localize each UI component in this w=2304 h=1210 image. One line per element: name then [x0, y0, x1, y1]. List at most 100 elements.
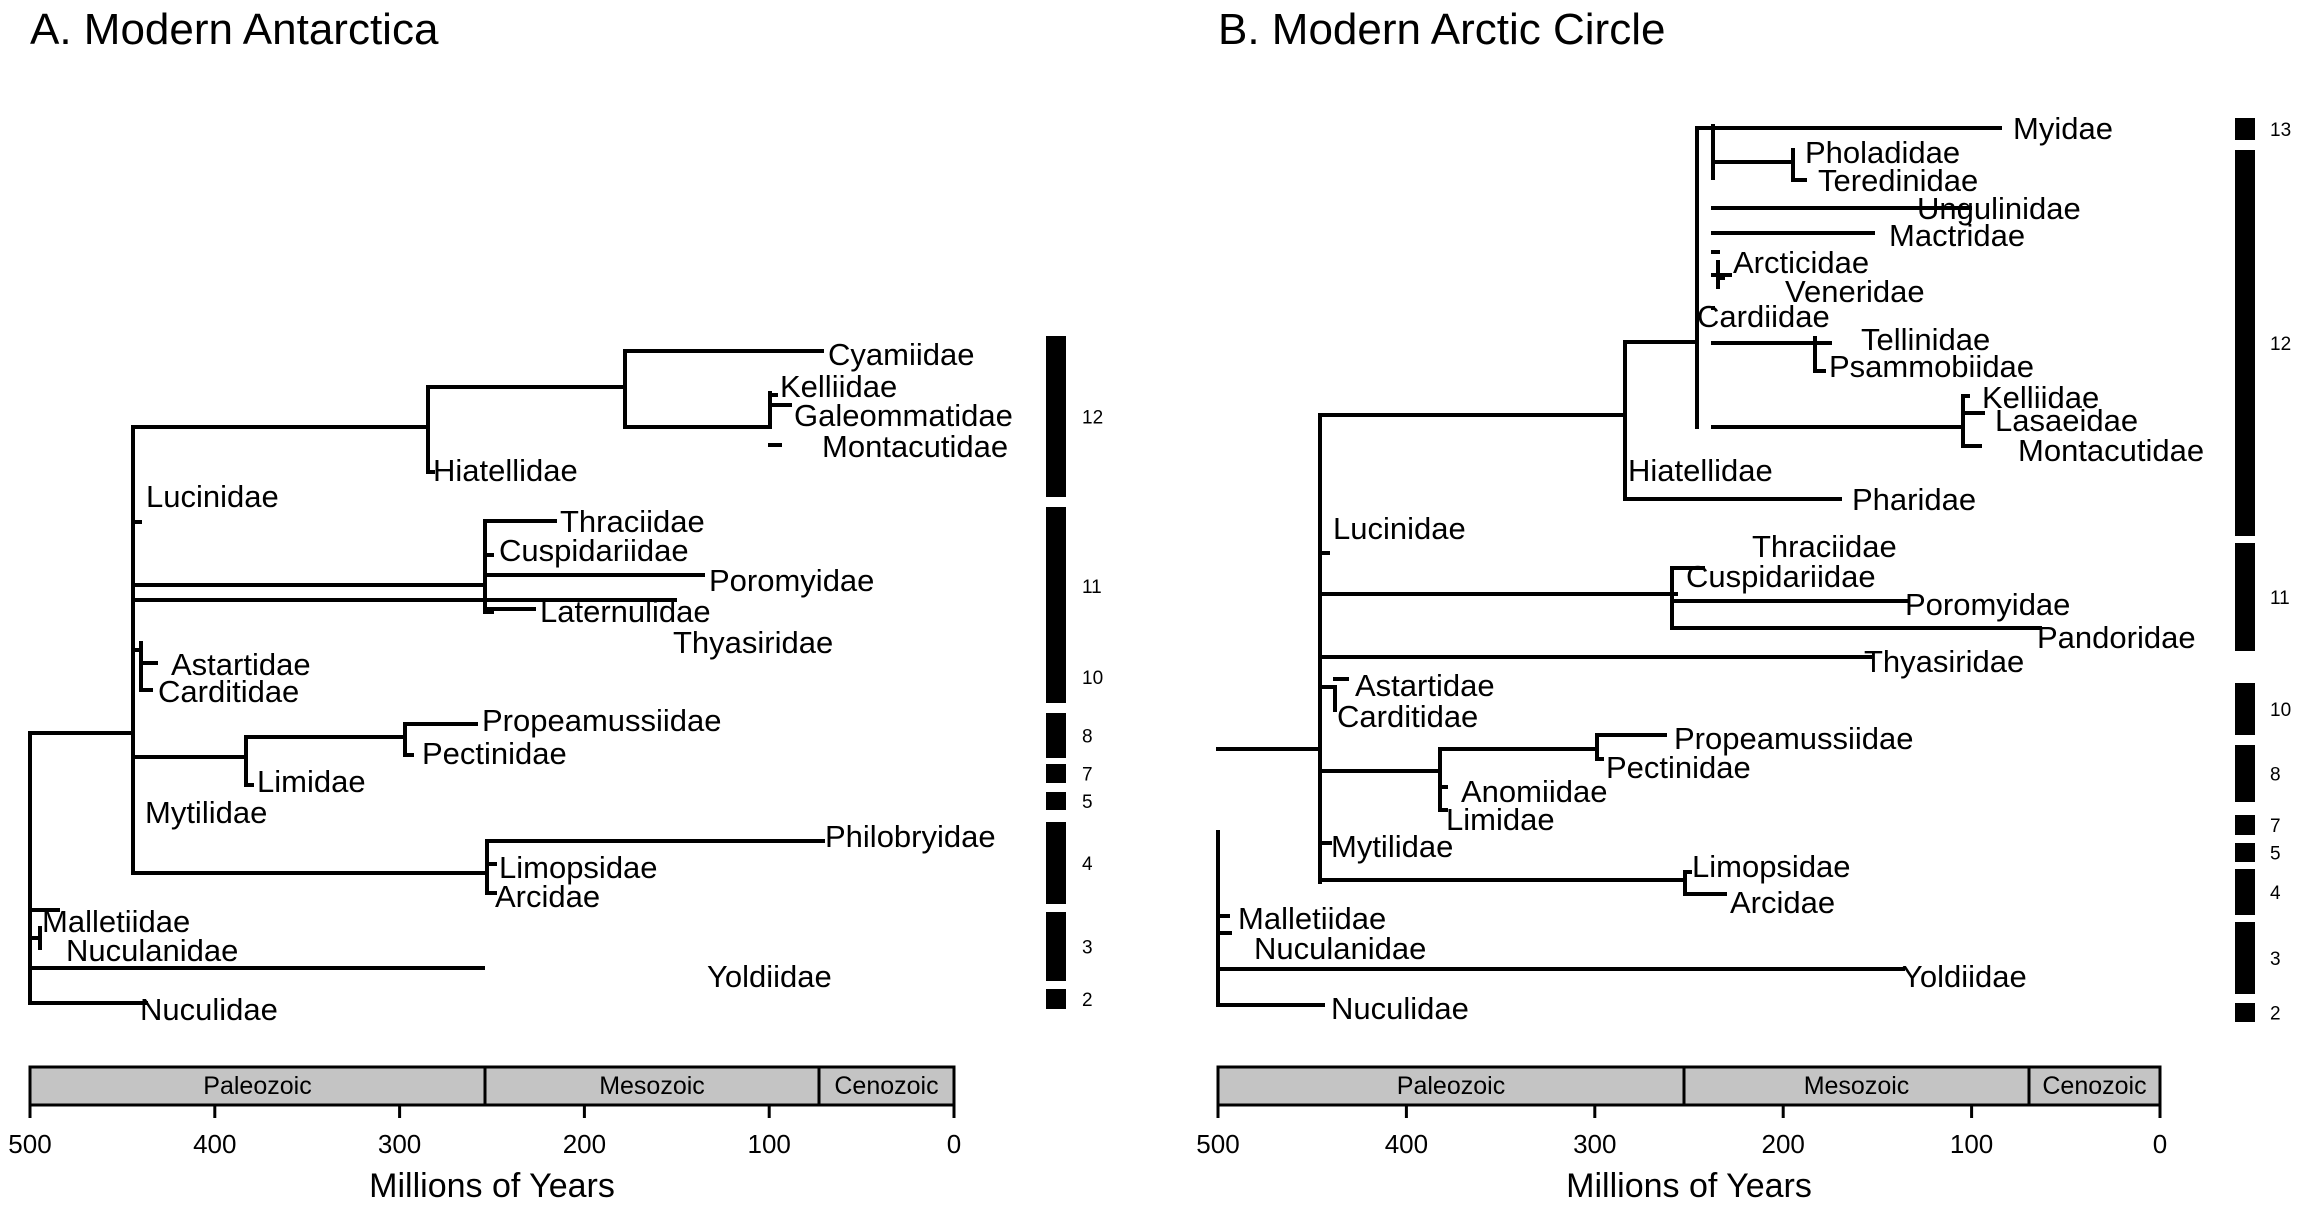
taxon-label-limi: Limidae [257, 764, 366, 799]
taxon-label-myti: Mytilidae [1331, 829, 1453, 864]
time-tick-label: 500 [8, 1129, 51, 1159]
taxon-label-gale: Galeommatidae [794, 398, 1013, 433]
taxon-label-poro: Poromyidae [1905, 587, 2070, 622]
time-tick-label: 0 [947, 1129, 961, 1159]
taxon-label-card: Carditidae [158, 674, 299, 709]
range-bar-11 [1046, 507, 1066, 665]
taxon-label-arci: Arcidae [1730, 885, 1835, 920]
taxon-label-prop: Propeamussiidae [1674, 721, 1914, 756]
range-bar-label: 12 [1082, 408, 1103, 429]
range-bar-4 [1046, 822, 1066, 904]
taxon-label-pand: Pandoridae [2037, 620, 2196, 655]
panel-b-taxon-labels: MyidaePholadidaeTeredinidaeUngulinidaeMa… [1238, 111, 2204, 1026]
taxon-label-mall: Malletiidae [42, 904, 190, 939]
time-tick-label: 400 [193, 1129, 236, 1159]
taxon-label-nucu: Nuculidae [1331, 991, 1469, 1026]
panel-a-taxon-labels: CyamiidaeKelliidaeGaleommatidaeMontacuti… [42, 337, 1013, 1027]
taxon-label-tere: Teredinidae [1818, 163, 1978, 198]
taxon-label-thra: Thraciidae [560, 504, 705, 539]
range-bar-8 [1046, 713, 1066, 758]
time-tick-label: 0 [2153, 1129, 2167, 1159]
taxon-label-nucu: Nuculidae [140, 992, 278, 1027]
panel-a-range-bars: 12 11 10 8 7 5 4 3 2 [1046, 336, 1103, 1011]
taxon-label-phil: Philobryidae [825, 819, 996, 854]
range-bar-label: 3 [1082, 938, 1093, 959]
taxon-label-kell: Kelliidae [1982, 380, 2099, 415]
taxon-label-arci: Arcidae [495, 879, 600, 914]
range-bar-8 [2235, 745, 2255, 802]
era-box-mesozoic [483, 1065, 821, 1107]
taxon-label-lasa: Lasaeidae [1995, 403, 2138, 438]
taxon-label-mont: Montacutidae [2018, 433, 2204, 468]
time-tick-label: 300 [1573, 1129, 1616, 1159]
taxon-label-prop: Propeamussiidae [482, 703, 722, 738]
taxon-label-phar: Pharidae [1852, 482, 1976, 517]
taxon-label-late: Laternulidae [540, 594, 711, 629]
taxon-label-limi: Limidae [1446, 802, 1555, 837]
taxon-label-yold: Yoldiidae [707, 959, 832, 994]
era-label: Paleozoic [1397, 1072, 1505, 1100]
time-tick-label: 400 [1385, 1129, 1428, 1159]
range-bar-label: 2 [1082, 990, 1093, 1011]
era-label: Cenozoic [2042, 1072, 2146, 1100]
range-bar-label: 11 [2270, 588, 2290, 609]
taxon-label-phol: Pholadidae [1805, 135, 1960, 170]
taxon-label-myti: Mytilidae [145, 795, 267, 830]
taxon-label-psam: Psammobiidae [1829, 349, 2034, 384]
time-tick-label: 100 [748, 1129, 791, 1159]
range-bar-label: 4 [1082, 854, 1093, 875]
taxon-label-luci: Lucinidae [146, 479, 279, 514]
range-bar-12 [1046, 336, 1066, 497]
taxon-label-mact: Mactridae [1889, 218, 2025, 253]
range-bar-label: 12 [2270, 334, 2291, 355]
era-label: Mesozoic [599, 1072, 705, 1100]
time-tick-label: 500 [1196, 1129, 1239, 1159]
panel-a: A. Modern Antarctica CyamiidaeKelliidaeG… [8, 5, 1103, 1205]
taxon-label-limo: Limopsidae [499, 850, 658, 885]
panel-b-title: B. Modern Arctic Circle [1218, 5, 1665, 54]
taxon-label-anom: Anomiidae [1461, 774, 1607, 809]
taxon-label-limo: Limopsidae [1692, 849, 1851, 884]
range-bar-7 [2235, 815, 2255, 835]
panel-a-timescale: Paleozoic Mesozoic Cenozoic 500 400 300 200 100… [8, 1065, 961, 1205]
taxon-label-thra: Thraciidae [1752, 529, 1897, 564]
time-tick-label: 200 [563, 1129, 606, 1159]
taxon-label-hiat: Hiatellidae [433, 453, 578, 488]
range-bar-label: 7 [1082, 765, 1093, 786]
taxon-label-card: Carditidae [1337, 699, 1478, 734]
taxon-label-asta: Astartidae [171, 647, 311, 682]
range-bar-3 [2235, 922, 2255, 994]
range-bar-12 [2235, 150, 2255, 536]
panel-b: B. Modern Arctic Circle Myidae Pholadidae… [1196, 5, 2291, 1205]
time-tick-label: 300 [378, 1129, 421, 1159]
era-label: Mesozoic [1804, 1072, 1910, 1100]
taxon-label-thya: Thyasiridae [1864, 644, 2024, 679]
range-bar-label: 13 [2270, 120, 2291, 141]
taxon-label-mall: Malletiidae [1238, 901, 1386, 936]
taxon-label-pect: Pectinidae [422, 736, 567, 771]
range-bar-label: 11 [1082, 577, 1102, 598]
taxon-label-ungu: Ungulinidae [1917, 191, 2081, 226]
taxon-label-asta: Astartidae [1355, 668, 1495, 703]
range-bar-label: 5 [2270, 844, 2281, 865]
range-bar-label: 10 [2270, 700, 2291, 721]
taxon-label-kell: Kelliidae [780, 369, 897, 404]
range-bar-label: 8 [1082, 727, 1093, 748]
range-bar-label: 8 [2270, 765, 2281, 786]
range-bar-label: 2 [2270, 1004, 2281, 1025]
range-bar-label: 3 [2270, 949, 2281, 970]
range-bar-5 [1046, 792, 1066, 810]
taxon-label-cardi: Cardiidae [1697, 299, 1830, 334]
time-axis-label: Millions of Years [1566, 1167, 1812, 1205]
taxon-label-nucn: Nuculanidae [66, 933, 238, 968]
taxon-label-nucn: Nuculanidae [1254, 931, 1426, 966]
range-bar-7 [1046, 764, 1066, 783]
taxon-label-myid: Myidae [2013, 111, 2113, 146]
panel-b-range-bars: 13 12 11 10 8 7 5 4 3 2 [2235, 118, 2291, 1025]
era-label: Paleozoic [203, 1072, 311, 1100]
range-bar-label: 7 [2270, 816, 2281, 837]
range-bar-label: 5 [1082, 792, 1093, 813]
range-bar-3 [1046, 912, 1066, 981]
panel-a-tree [28, 349, 825, 1005]
